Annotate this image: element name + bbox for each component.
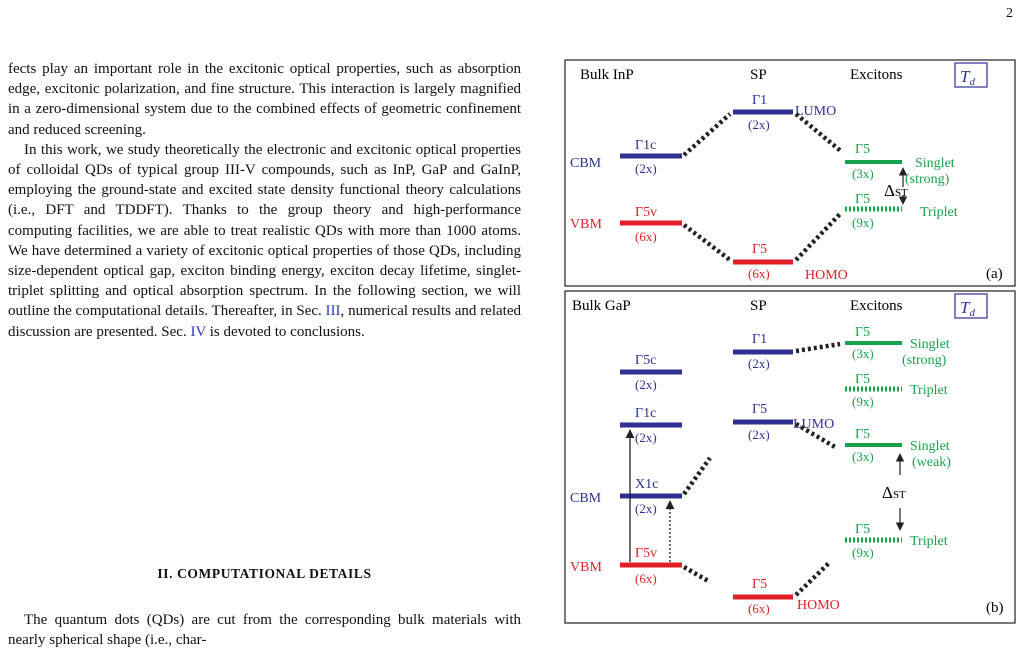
panel-b-sp-g5u-label: Γ5 (752, 402, 767, 417)
paragraph-1: fects play an important role in the exci… (8, 61, 521, 138)
panel-b-vbm-label: VBM (570, 560, 602, 575)
paragraph-2: In this work, we study theoretically the… (8, 140, 521, 342)
panel-a-header-bulk: Bulk InP (580, 67, 634, 83)
panel-a-sp-g1-degeneracy: (2x) (748, 117, 770, 132)
panel-b-connector-cbm (682, 456, 712, 496)
panel-a-connector-cbm (682, 112, 732, 157)
panel-b-connector-vbm (682, 565, 712, 584)
panel-a-header-sp: SP (750, 67, 767, 83)
panel-b-cbm-label: CBM (570, 491, 602, 506)
panel-a-label: (a) (986, 266, 1003, 282)
panel-b-ex1-label: Γ5 (855, 325, 870, 340)
panel-b-ex4-label: Γ5 (855, 522, 870, 537)
panel-b-g5c-label: Γ5c (635, 353, 656, 368)
section-paragraph: The quantum dots (QDs) are cut from the … (8, 612, 521, 649)
panel-b-header-excitons: Excitons (850, 298, 903, 314)
panel-b-delta-st: ΔST (882, 483, 906, 502)
panel-b-symmetry: Td (960, 298, 975, 319)
panel-a-symmetry-box (954, 62, 988, 88)
panel-b-connector-homo (794, 560, 832, 597)
panel-b-sp-g5-label: Γ5 (752, 577, 767, 592)
panel-a-symmetry: Td (960, 67, 975, 88)
panel-a-connector-vbm (682, 223, 732, 262)
panel-a-homo-label: HOMO (805, 268, 848, 283)
panel-a-delta-st: ΔST (884, 181, 908, 200)
panel-b-x1c-label: X1c (635, 477, 658, 492)
panel-b-g1c-degeneracy: (2x) (635, 430, 657, 445)
panel-b-ex2-degeneracy: (9x) (852, 394, 874, 409)
panel-a-frame (564, 59, 1016, 287)
panel-b-sp-g1-label: Γ1 (752, 332, 767, 347)
panel-a-cbm-label: CBM (570, 156, 602, 171)
panel-b-symmetry-box (954, 293, 988, 319)
panel-a-header-excitons: Excitons (850, 67, 903, 83)
panel-a-lumo-label: LUMO (795, 104, 836, 119)
panel-b-sp-g5u-degeneracy: (2x) (748, 427, 770, 442)
panel-a-g5v-label: Γ5v (635, 205, 657, 220)
energy-level-diagram: Bulk InP SP Excitons Td CBM Γ1c (2x) VBM… (564, 59, 1016, 624)
panel-b-x1c-degeneracy: (2x) (635, 501, 657, 516)
panel-b-singlet-weak-text: Singlet (910, 439, 950, 454)
panel-a-sp-g1-label: Γ1 (752, 93, 767, 108)
section-link-iv[interactable]: IV (190, 323, 207, 340)
panel-b-connector-g1 (795, 341, 841, 354)
panel-b-label: (b) (986, 600, 1004, 616)
panel-b-g5v-label: Γ5v (635, 546, 657, 561)
panel-b-g1c-label: Γ1c (635, 406, 656, 421)
text-column: fects play an important role in the exci… (8, 59, 521, 342)
panel-b-ex2-label: Γ5 (855, 372, 870, 387)
paragraph-2-end: is devoted to conclusions. (209, 323, 365, 340)
panel-b-ex4-degeneracy: (9x) (852, 545, 874, 560)
panel-a-strong-text: (strong) (905, 172, 950, 187)
panel-b-g5v-degeneracy: (6x) (635, 571, 657, 586)
page-number: 2 (1006, 6, 1013, 21)
panel-b-frame (564, 290, 1016, 624)
panel-a-g1c-label: Γ1c (635, 138, 656, 153)
panel-b-sp-g1-degeneracy: (2x) (748, 356, 770, 371)
panel-b-connector-lumo (794, 422, 837, 449)
paragraph-2-text: In this work, we study theoretically the… (8, 141, 521, 320)
panel-a-singlet-text: Singlet (915, 156, 955, 171)
panel-a-g1c-degeneracy: (2x) (635, 161, 657, 176)
panel-a-g5v-degeneracy: (6x) (635, 229, 657, 244)
energy-level-figure: Bulk InP SP Excitons Td CBM Γ1c (2x) VBM… (560, 52, 1020, 627)
panel-b-sp-g5-degeneracy: (6x) (748, 601, 770, 616)
section-heading: II. COMPUTATIONAL DETAILS (157, 566, 372, 581)
panel-a-ex-triplet-degeneracy: (9x) (852, 215, 874, 230)
panel-b-homo-label: HOMO (797, 598, 840, 613)
panel-a-ex-singlet-degeneracy: (3x) (852, 166, 874, 181)
panel-a-sp-g5-degeneracy: (6x) (748, 266, 770, 281)
panel-b-triplet-lower-text: Triplet (910, 534, 948, 549)
panel-b-header-sp: SP (750, 298, 767, 314)
panel-b-triplet-upper-text: Triplet (910, 383, 948, 398)
panel-a-vbm-label: VBM (570, 217, 602, 232)
section-link-iii[interactable]: III (325, 303, 341, 320)
panel-a-triplet-text: Triplet (920, 205, 958, 220)
panel-a-connector-lumo (794, 112, 844, 154)
panel-a-ex-singlet-label: Γ5 (855, 142, 870, 157)
panel-b-strong-text: (strong) (902, 353, 947, 368)
panel-b-ex3-degeneracy: (3x) (852, 449, 874, 464)
panel-a-connector-homo (794, 212, 842, 262)
paragraph-2-mid: , numerical results and related discussi… (8, 303, 521, 340)
panel-b-g5c-degeneracy: (2x) (635, 377, 657, 392)
panel-b-ex3-label: Γ5 (855, 427, 870, 442)
panel-b-ex1-degeneracy: (3x) (852, 346, 874, 361)
panel-a-sp-g5-label: Γ5 (752, 242, 767, 257)
panel-b-weak-text: (weak) (912, 455, 951, 470)
panel-a-ex-triplet-label: Γ5 (855, 192, 870, 207)
panel-b-singlet-strong-text: Singlet (910, 337, 950, 352)
panel-b-header-bulk: Bulk GaP (572, 298, 631, 314)
